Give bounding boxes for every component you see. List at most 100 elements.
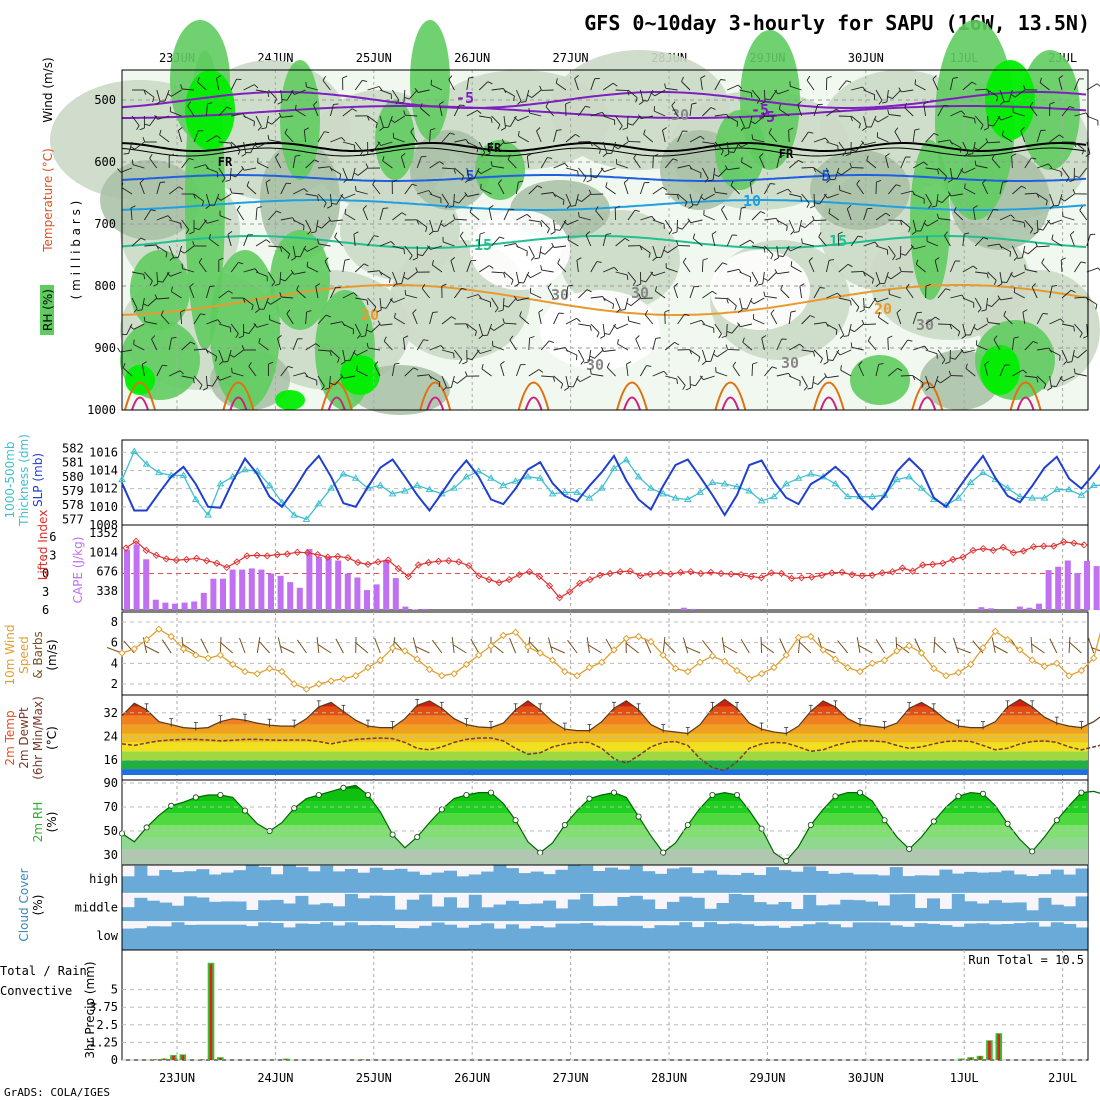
cape-bar [133,544,140,610]
wind-barb-flag [160,310,164,316]
wind-barb [826,323,838,331]
wind-barb-flag [973,205,978,209]
wind-barb-flag [1023,222,1026,228]
wind-barb-flag [236,205,241,211]
wind-barb [604,167,616,173]
wind-barb [856,183,864,195]
wind-barb [606,367,616,377]
wind-barb-flag [824,373,828,378]
wind10-barb [144,645,160,654]
wind-barb [652,186,663,195]
wind-barb-flag [343,178,348,183]
cape-bar [412,609,418,610]
cloud-cell [505,924,519,950]
temp-axis-label-1: 2m DewPt [17,707,31,769]
cloud-cell [580,923,594,950]
wind-barb-flag [713,187,716,193]
wind-barb-flag [201,201,205,207]
wind-barb [466,110,478,117]
wind-barb [131,297,138,309]
wind-barb-flag [993,280,997,286]
wind-barb-flag [602,153,608,157]
wind-barb-flag [261,127,267,130]
wind-barb [555,82,567,91]
wind-barb [392,89,400,101]
wind-barb-flag [547,283,552,288]
wind-barb-flag [324,131,330,134]
wind-barb [156,245,168,253]
wind-barb-flag [546,228,550,234]
wind-barb-flag [562,199,565,205]
wind-barb [1049,167,1062,172]
cloud-cell [183,871,197,894]
wind-barb-flag [517,100,522,105]
wind-barb-flag [1022,309,1028,313]
wind-barb-flag [627,90,630,96]
wind-barb [1074,141,1085,150]
wind-barb [392,212,403,221]
wind-barb-flag [892,255,896,261]
wind-barb-flag [140,237,146,241]
wind-barb-flag [910,244,915,250]
wind-barb-flag [600,346,605,352]
wind-barb [742,341,753,351]
wind-barb-flag [806,202,810,208]
cloud-cell [394,928,408,950]
cloud-cell [221,901,235,922]
wind-barb [429,219,434,232]
wind-barb [726,297,737,307]
cloud-cell [1026,876,1040,894]
wind-barb-flag [672,231,678,234]
cloud-cell [605,905,618,922]
wind-barb [627,209,636,221]
wind-barb [938,218,951,221]
wind-barb-flag [897,367,903,372]
wind-barb [628,320,641,325]
wind-barb-flag [324,387,330,390]
cloud-cell [258,900,272,922]
wind-barb-flag [948,370,952,376]
wind-barb [343,193,356,199]
date-tick-bottom: 23JUN [159,1071,195,1085]
wind-barb [530,292,542,299]
wind-barb [999,245,1011,252]
cloud-cell [1038,926,1052,950]
wind-barb [798,219,803,232]
wind-barb-flag [428,231,434,235]
rh-point [389,831,396,838]
thickness-point [351,474,360,481]
cape-bar [172,603,178,610]
wind-barb-flag [997,116,1002,121]
wind-barb-flag [664,83,667,89]
cloud-cell [394,909,408,922]
wind-barb-flag [130,205,136,209]
wind-barb [122,367,133,377]
wind-barb-flag [652,257,657,261]
lifted-point [676,568,685,576]
wind-barb [1037,163,1049,169]
wind-barb-flag [352,108,357,112]
wind-speed-point [499,631,508,640]
wind-barb-flag [362,79,368,83]
cloud-cell [778,902,792,922]
cloud-cell [518,904,532,922]
wind-barb [937,105,944,117]
cloud-cell [382,870,396,894]
wind-axis-label-1: Speed [17,636,31,674]
rh-point [487,789,494,796]
wind-barb [975,271,988,274]
wind-barb-flag [650,271,655,276]
wind-barb [876,297,889,303]
wind-barb-flag [266,301,271,305]
wind-barb-flag [143,274,146,280]
wind-barb [362,208,369,221]
lifted-tick: 0 [42,567,49,581]
wind-barb [1077,349,1088,359]
wind-barb [974,115,984,126]
wind-barb [776,338,783,351]
rh-point [364,792,371,799]
wind-barb-flag [355,185,357,191]
temp-tick: 16 [104,753,118,767]
wind-barb [887,337,889,351]
lifted-point [747,572,755,581]
